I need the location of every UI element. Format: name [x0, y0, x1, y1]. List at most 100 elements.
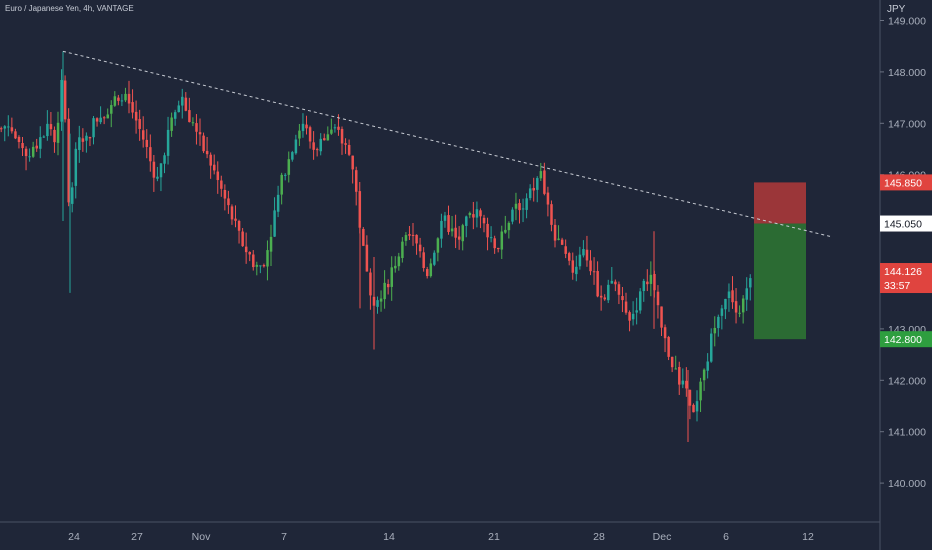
candle-body	[706, 361, 709, 371]
candle-body	[31, 146, 35, 157]
candle-body	[333, 127, 337, 129]
time-tick-label: Nov	[192, 531, 211, 543]
price-tick-label: 147.000	[888, 118, 926, 130]
candle-body	[376, 300, 379, 307]
candle-body	[599, 295, 603, 298]
candle-body	[575, 266, 578, 275]
candle-body	[234, 218, 237, 221]
target-price-label: 142.800	[884, 334, 922, 346]
candle-body	[202, 135, 205, 152]
time-tick-label: 6	[723, 531, 729, 543]
candle-body	[216, 171, 220, 181]
candle-body	[408, 234, 411, 236]
candle-body	[720, 308, 724, 316]
candle-body	[188, 110, 191, 123]
candle-body	[585, 249, 589, 261]
candle-body	[528, 188, 532, 199]
candle-body	[543, 170, 546, 194]
candle-body	[17, 136, 21, 143]
candle-body	[724, 298, 727, 310]
candle-body	[46, 123, 49, 137]
candle-body	[301, 123, 305, 132]
stop-loss-zone[interactable]	[754, 182, 806, 224]
candle-body	[717, 316, 720, 329]
candle-body	[390, 267, 393, 287]
candle-body	[411, 234, 415, 236]
chart-title: Euro / Japanese Yen, 4h, VANTAGE	[5, 4, 134, 13]
bar-countdown-label: 33:57	[884, 280, 910, 292]
candle-body	[369, 272, 372, 296]
candle-body	[603, 297, 606, 300]
candle-body	[227, 198, 230, 206]
price-tick-label: 142.000	[888, 375, 926, 387]
candle-body	[486, 223, 489, 238]
candle-body	[269, 236, 273, 252]
candle-body	[244, 246, 248, 253]
candle-body	[0, 128, 3, 130]
candle-body	[702, 369, 706, 381]
candle-body	[592, 271, 596, 273]
candle-body	[457, 236, 461, 240]
time-tick-label: 24	[68, 531, 80, 543]
candle-body	[578, 254, 582, 267]
candle-body	[223, 189, 227, 199]
candle-body	[262, 265, 266, 267]
candle-body	[365, 244, 369, 272]
price-tick-label: 140.000	[888, 478, 926, 490]
candle-body	[60, 79, 63, 122]
candle-body	[113, 96, 117, 106]
candle-body	[294, 139, 298, 154]
candle-body	[347, 144, 351, 155]
candle-body	[401, 241, 404, 259]
candle-body	[170, 117, 173, 131]
candle-body	[560, 239, 564, 245]
candle-body	[426, 269, 429, 277]
candle-body	[10, 127, 14, 132]
candle-body	[248, 252, 251, 255]
candle-body	[273, 210, 276, 237]
candle-body	[67, 118, 70, 203]
candle-body	[305, 124, 308, 129]
candle-body	[106, 114, 109, 119]
candle-body	[504, 229, 507, 233]
candle-body	[255, 264, 259, 267]
candle-body	[521, 208, 525, 210]
candle-body	[461, 225, 464, 242]
take-profit-zone[interactable]	[754, 223, 806, 340]
candle-body	[71, 187, 74, 204]
candle-body	[447, 215, 450, 233]
candle-body	[323, 138, 326, 141]
candle-body	[553, 224, 557, 241]
candle-body	[635, 310, 638, 313]
candlestick-series	[0, 51, 752, 442]
candle-body	[92, 118, 95, 138]
candle-body	[379, 298, 383, 302]
candle-body	[741, 298, 745, 313]
position-zones[interactable]	[754, 182, 806, 340]
candle-body	[355, 170, 358, 192]
current-price-label-bg	[880, 263, 932, 294]
candle-body	[142, 130, 145, 140]
time-tick-label: 21	[488, 531, 500, 543]
candle-body	[596, 271, 599, 297]
candle-body	[14, 131, 17, 139]
candle-body	[383, 282, 386, 300]
candle-body	[475, 209, 479, 218]
trendline[interactable]	[62, 50, 831, 237]
price-labels: 145.850 145.050 144.126 33:57 142.800	[880, 174, 932, 348]
time-axis[interactable]: 24 27 Nov 7 14 21 28 Dec 6 12	[68, 531, 814, 543]
candle-body	[209, 154, 212, 166]
candle-body	[468, 212, 472, 216]
candle-body	[699, 381, 702, 401]
candle-body	[159, 163, 163, 178]
candle-body	[681, 380, 685, 385]
candle-body	[117, 97, 120, 101]
candle-body	[63, 80, 67, 120]
price-axis[interactable]: 149.000148.000147.000146.000145.000144.0…	[880, 16, 926, 491]
candle-body	[230, 206, 234, 220]
candle-body	[454, 227, 457, 238]
candle-body	[621, 296, 624, 301]
candle-body	[95, 118, 99, 122]
candle-body	[631, 313, 635, 320]
